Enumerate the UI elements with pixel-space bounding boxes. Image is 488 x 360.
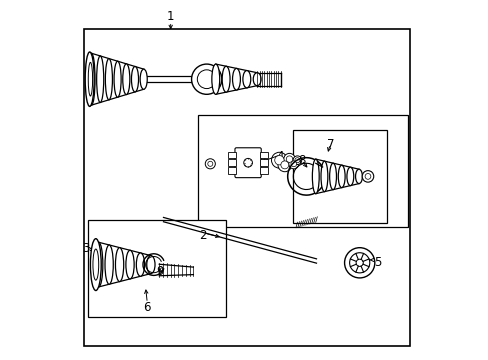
Circle shape (207, 161, 212, 166)
Text: 7: 7 (326, 138, 334, 150)
Ellipse shape (94, 242, 102, 287)
Text: 9: 9 (156, 265, 163, 278)
Ellipse shape (253, 73, 261, 86)
FancyBboxPatch shape (234, 148, 261, 177)
Circle shape (349, 253, 369, 273)
Circle shape (197, 70, 216, 89)
Ellipse shape (114, 61, 121, 97)
Ellipse shape (222, 66, 229, 92)
Bar (197, 115, 407, 227)
Bar (88, 220, 226, 317)
Ellipse shape (122, 64, 130, 95)
Ellipse shape (131, 67, 138, 92)
Ellipse shape (88, 62, 92, 96)
Ellipse shape (93, 249, 99, 280)
Circle shape (191, 64, 222, 94)
Text: 1: 1 (166, 10, 174, 23)
Ellipse shape (115, 248, 123, 282)
Bar (259, 159, 267, 166)
Circle shape (288, 159, 298, 169)
Ellipse shape (346, 167, 353, 186)
Circle shape (294, 158, 299, 163)
Circle shape (292, 156, 301, 165)
Text: 4: 4 (276, 150, 284, 163)
Ellipse shape (140, 69, 147, 89)
Bar (228, 152, 236, 158)
Ellipse shape (232, 68, 240, 90)
Bar (228, 159, 236, 166)
Circle shape (277, 158, 291, 172)
Bar (84, 29, 409, 346)
Circle shape (365, 174, 370, 179)
Circle shape (290, 161, 296, 167)
Text: 5: 5 (373, 256, 381, 269)
Ellipse shape (97, 56, 103, 103)
Ellipse shape (338, 165, 345, 188)
Ellipse shape (125, 250, 134, 279)
Circle shape (205, 159, 215, 169)
Bar (259, 167, 267, 174)
Ellipse shape (88, 53, 95, 105)
Text: 2: 2 (199, 229, 206, 242)
Bar (228, 167, 236, 174)
Circle shape (244, 158, 252, 167)
Text: 8: 8 (298, 154, 305, 167)
Bar (292, 130, 386, 223)
Ellipse shape (136, 253, 144, 276)
Circle shape (344, 248, 374, 278)
Ellipse shape (211, 64, 219, 94)
Bar (259, 152, 267, 158)
Text: 6: 6 (143, 301, 151, 314)
Ellipse shape (320, 161, 327, 192)
Circle shape (274, 156, 284, 165)
Circle shape (271, 152, 287, 168)
Ellipse shape (146, 256, 155, 274)
Text: 3: 3 (82, 242, 90, 255)
Ellipse shape (312, 159, 319, 194)
Ellipse shape (105, 59, 112, 100)
Ellipse shape (329, 163, 336, 190)
Circle shape (362, 171, 373, 182)
Ellipse shape (90, 239, 101, 291)
Ellipse shape (85, 52, 94, 107)
Ellipse shape (105, 245, 113, 284)
Circle shape (283, 153, 295, 165)
Circle shape (355, 259, 363, 266)
Circle shape (285, 156, 292, 162)
Circle shape (280, 161, 288, 169)
Ellipse shape (243, 71, 250, 88)
Ellipse shape (355, 169, 362, 184)
